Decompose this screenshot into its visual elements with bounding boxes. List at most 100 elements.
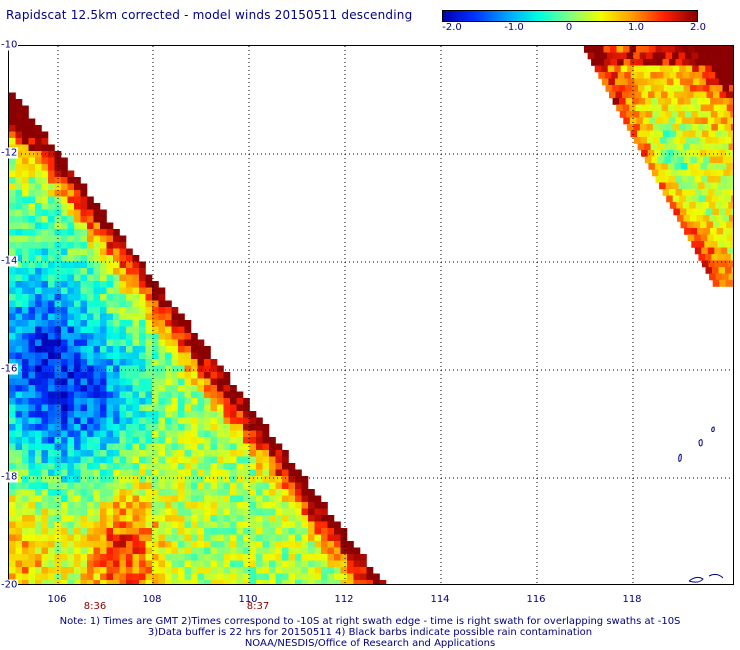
swath-cell: [334, 534, 341, 542]
swath-cell: [41, 469, 49, 477]
swath-cell: [132, 326, 140, 334]
swath-cell: [9, 378, 16, 386]
swath-cell: [87, 235, 94, 243]
swath-cell: [54, 268, 62, 275]
swath-cell: [714, 46, 721, 53]
swath-cell: [119, 242, 127, 249]
swath-cell: [643, 59, 650, 66]
swath-cell: [699, 150, 707, 157]
swath-cell: [191, 378, 198, 386]
swath-cell: [67, 248, 75, 256]
swath-cell: [48, 255, 55, 262]
swath-cell: [145, 385, 153, 392]
swath-cell: [645, 111, 653, 118]
swath-cell: [217, 476, 224, 483]
swath-cell: [61, 567, 68, 574]
swath-cell: [658, 169, 666, 177]
swath-cell: [714, 117, 722, 125]
swath-cell: [100, 255, 107, 262]
swath-cell: [126, 411, 133, 418]
swath-cell: [347, 547, 354, 555]
swath-cell: [158, 573, 166, 581]
swath-cell: [191, 469, 198, 477]
swath-cell: [689, 202, 697, 209]
swath-cell: [295, 508, 302, 516]
swath-cell: [139, 274, 146, 282]
swath-cell: [191, 534, 198, 542]
swath-cell: [119, 443, 127, 451]
swath-cell: [93, 242, 101, 249]
swath-cell: [249, 554, 257, 561]
swath-cell: [74, 242, 81, 249]
swath-cell: [601, 65, 608, 73]
swath-cell: [669, 189, 676, 196]
swath-cell: [223, 450, 231, 457]
swath-cell: [321, 534, 328, 542]
swath-cell: [710, 169, 718, 177]
swath-cell: [41, 476, 49, 483]
swath-cell: [119, 515, 127, 522]
swath-cell: [35, 352, 42, 360]
swath-cell: [132, 515, 140, 522]
swath-cell: [100, 508, 107, 516]
swath-cell: [275, 476, 283, 483]
swath-cell: [28, 196, 36, 204]
swath-cell: [126, 463, 133, 470]
swath-cell: [282, 469, 289, 477]
swath-cell: [74, 294, 81, 301]
swath-cell: [35, 183, 42, 191]
swath-cell: [22, 489, 29, 496]
swath-cell: [699, 137, 706, 144]
swath-cell: [80, 365, 88, 373]
swath-cell: [15, 450, 23, 457]
colorbar: [442, 10, 698, 22]
swath-cell: [210, 495, 218, 503]
swath-cell: [191, 359, 198, 366]
swath-cell: [720, 234, 727, 242]
swath-cell: [87, 534, 94, 542]
swath-cell: [139, 515, 146, 522]
swath-cell: [353, 547, 361, 555]
swath-cell: [132, 554, 140, 561]
swath-cell: [139, 508, 146, 516]
swath-cell: [41, 170, 49, 178]
swath-cell: [614, 78, 622, 86]
swath-cell: [171, 482, 179, 490]
swath-cell: [132, 268, 140, 275]
swath-cell: [139, 528, 146, 535]
swath-cell: [678, 52, 686, 60]
swath-cell: [275, 521, 283, 529]
swath-cell: [74, 274, 81, 282]
swath-cell: [616, 46, 624, 53]
swath-cell: [725, 150, 733, 157]
swath-cell: [113, 385, 120, 392]
swath-cell: [651, 156, 659, 164]
swath-cell: [54, 242, 62, 249]
swath-cell: [87, 320, 94, 327]
swath-cell: [119, 489, 127, 496]
swath-cell: [28, 235, 36, 243]
swath-cell: [48, 469, 55, 477]
swath-cell: [139, 476, 146, 483]
swath-cell: [28, 443, 36, 451]
swath-cell: [9, 248, 16, 256]
swath-cell: [41, 541, 49, 548]
swath-cell: [139, 534, 146, 542]
swath-cell: [217, 443, 224, 451]
swath-cell: [48, 196, 55, 204]
swath-cell: [230, 482, 237, 490]
swath-cell: [15, 430, 23, 438]
swath-cell: [28, 476, 36, 483]
swath-cell: [204, 515, 211, 522]
swath-cell: [74, 534, 81, 542]
swath-cell: [334, 560, 341, 568]
swath-cell: [67, 170, 75, 178]
swath-cell: [67, 398, 75, 405]
swath-cell: [67, 339, 75, 347]
swath-cell: [210, 417, 218, 425]
swath-cell: [80, 183, 88, 191]
swath-cell: [269, 476, 276, 483]
swath-cell: [28, 580, 36, 584]
swath-cell: [113, 372, 120, 379]
swath-cell: [327, 554, 335, 561]
